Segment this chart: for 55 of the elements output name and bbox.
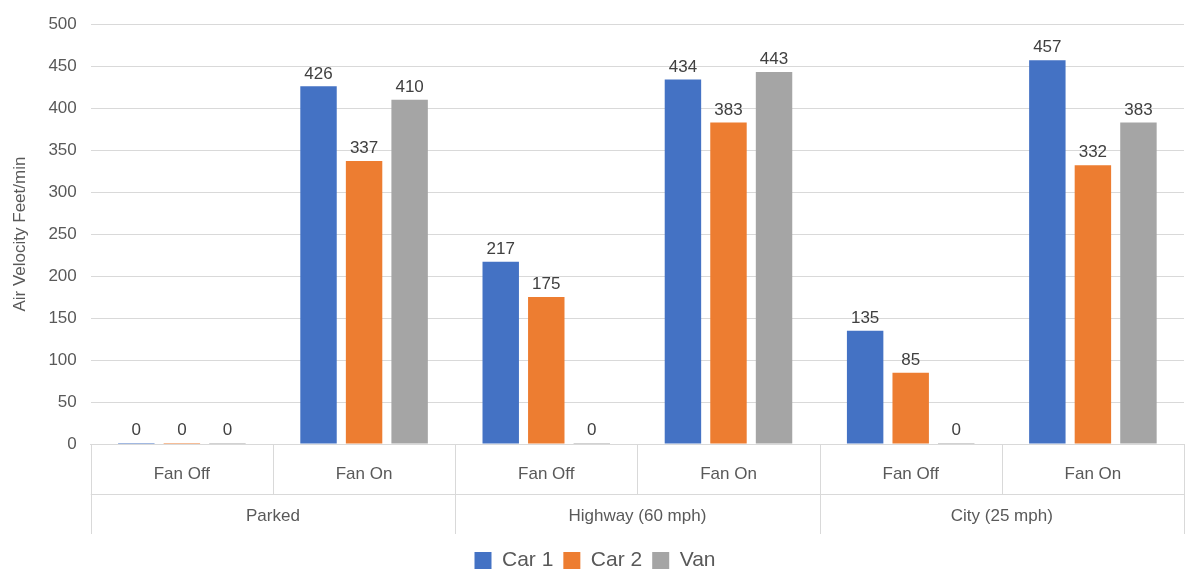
data-label: 383 (714, 99, 743, 119)
bar (755, 72, 793, 444)
data-label: 0 (222, 420, 233, 440)
data-label: 175 (532, 274, 561, 294)
bar (528, 297, 565, 444)
data-label: 0 (177, 420, 187, 440)
text: Parked (246, 505, 300, 525)
y-tick-label: 450 (48, 55, 77, 75)
data-label: 0 (587, 420, 597, 440)
bar (1120, 122, 1157, 444)
bar (846, 330, 884, 444)
data-label: 443 (759, 49, 789, 69)
data-label: 383 (1124, 99, 1153, 119)
x-tick-label: Fan Off (518, 463, 575, 483)
y-axis-title: Air Velocity Feet/min (9, 156, 29, 312)
y-tick-label: 200 (48, 265, 77, 285)
data-label: 337 (349, 138, 379, 158)
legend-label: Car 1 (502, 547, 554, 571)
bar (710, 122, 747, 444)
x-tick-label: Fan Off (153, 463, 211, 483)
data-label: 410 (395, 76, 424, 96)
legend-label: Car 2 (590, 547, 643, 571)
data-label: 217 (486, 238, 515, 258)
bar (391, 99, 428, 444)
data-label: 0 (131, 420, 142, 440)
y-tick-label: 0 (67, 433, 77, 453)
legend-label: Van (679, 547, 716, 571)
y-tick-label: 350 (48, 139, 77, 159)
x-tick-label: Fan On (335, 463, 393, 483)
bar (1029, 60, 1066, 444)
data-label: 457 (1033, 37, 1062, 57)
text: City (25 mph) (950, 505, 1053, 525)
data-label: 0 (951, 420, 961, 440)
y-tick-label: 100 (48, 349, 77, 369)
bar (345, 161, 383, 444)
data-label: 135 (850, 307, 880, 327)
x-tick-label: Fan Off (882, 463, 940, 483)
data-label: 426 (304, 63, 333, 83)
y-tick-label: 250 (48, 223, 77, 243)
data-label: 332 (1078, 142, 1108, 162)
bar (300, 86, 337, 444)
y-tick-label: 300 (48, 181, 77, 201)
text: Highway (60 mph) (568, 505, 707, 525)
y-tick-label: 150 (48, 307, 77, 327)
x-tick-label: Fan On (1064, 463, 1122, 483)
bar (664, 79, 702, 444)
y-tick-label: 500 (48, 13, 77, 33)
y-tick-label: 50 (57, 391, 77, 411)
x-tick-label: Fan On (700, 463, 757, 483)
bar (892, 372, 929, 444)
data-label: 85 (901, 349, 921, 369)
data-label: 434 (668, 56, 698, 76)
bar (1074, 165, 1112, 444)
bar (482, 261, 519, 444)
y-tick-label: 400 (48, 97, 77, 117)
